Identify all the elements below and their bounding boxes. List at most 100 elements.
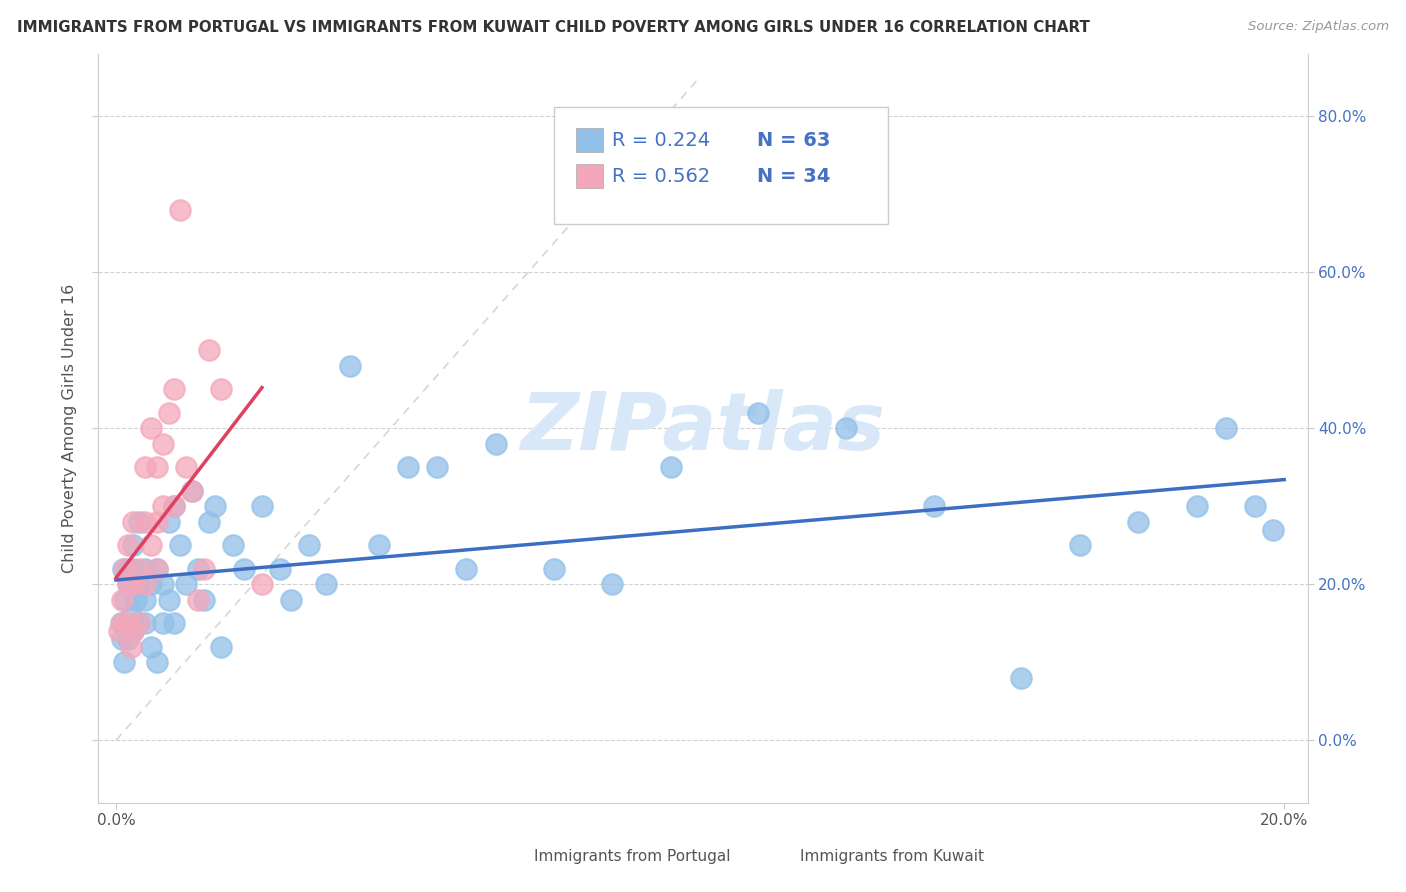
Point — [180, 483, 202, 498]
Point — [187, 592, 209, 607]
Text: N = 34: N = 34 — [758, 167, 831, 186]
Text: R = 0.224: R = 0.224 — [613, 131, 710, 150]
Point — [152, 577, 174, 591]
Point — [367, 538, 389, 552]
Point — [250, 500, 273, 514]
Point — [134, 562, 156, 576]
Point — [152, 500, 174, 514]
Point — [122, 624, 145, 639]
Point — [139, 538, 162, 552]
Point — [146, 515, 169, 529]
Point — [139, 421, 162, 435]
Point — [174, 577, 197, 591]
Point — [169, 538, 191, 552]
Text: R = 0.562: R = 0.562 — [613, 167, 710, 186]
Point — [125, 592, 148, 607]
Point — [111, 632, 134, 646]
Text: N = 63: N = 63 — [758, 131, 831, 150]
Point — [134, 616, 156, 631]
Point — [122, 624, 145, 639]
Point — [112, 655, 135, 669]
Point — [456, 562, 478, 576]
Point — [122, 538, 145, 552]
Point — [209, 382, 232, 396]
Point — [835, 421, 858, 435]
Point — [128, 616, 150, 631]
Point — [114, 592, 136, 607]
Point — [1261, 523, 1284, 537]
Point — [339, 359, 361, 373]
Point — [747, 405, 769, 420]
FancyBboxPatch shape — [576, 128, 603, 153]
Point — [163, 500, 186, 514]
Point — [1244, 500, 1267, 514]
Point — [117, 562, 139, 576]
Point — [152, 616, 174, 631]
Text: ZIPatlas: ZIPatlas — [520, 389, 886, 467]
Point — [146, 655, 169, 669]
FancyBboxPatch shape — [554, 107, 889, 225]
Point — [204, 500, 226, 514]
Point — [117, 577, 139, 591]
Point — [187, 562, 209, 576]
Text: Immigrants from Kuwait: Immigrants from Kuwait — [800, 849, 984, 864]
Text: Immigrants from Portugal: Immigrants from Portugal — [534, 849, 730, 864]
Point — [117, 632, 139, 646]
Point — [1010, 671, 1032, 685]
Point — [134, 577, 156, 591]
Point — [174, 460, 197, 475]
Point — [122, 515, 145, 529]
Point — [157, 515, 180, 529]
Point — [120, 640, 142, 654]
Point — [163, 500, 186, 514]
Point — [1069, 538, 1091, 552]
Point — [1128, 515, 1150, 529]
Point — [163, 616, 186, 631]
Point — [128, 616, 150, 631]
Point — [180, 483, 202, 498]
Text: IMMIGRANTS FROM PORTUGAL VS IMMIGRANTS FROM KUWAIT CHILD POVERTY AMONG GIRLS UND: IMMIGRANTS FROM PORTUGAL VS IMMIGRANTS F… — [17, 20, 1090, 35]
Point — [146, 562, 169, 576]
Point — [198, 515, 221, 529]
Y-axis label: Child Poverty Among Girls Under 16: Child Poverty Among Girls Under 16 — [62, 284, 77, 573]
Point — [426, 460, 449, 475]
Point — [396, 460, 419, 475]
Point — [108, 624, 131, 639]
Point — [1185, 500, 1208, 514]
Point — [117, 616, 139, 631]
Point — [128, 515, 150, 529]
Point — [134, 592, 156, 607]
Point — [315, 577, 337, 591]
Point — [250, 577, 273, 591]
Point — [163, 382, 186, 396]
Point — [602, 577, 624, 591]
Point — [139, 640, 162, 654]
Point — [128, 577, 150, 591]
Point — [111, 592, 134, 607]
Point — [193, 562, 215, 576]
Point — [543, 562, 565, 576]
Point — [157, 405, 180, 420]
Point — [122, 562, 145, 576]
Point — [233, 562, 256, 576]
Point — [120, 608, 142, 623]
Point — [198, 343, 221, 358]
Point — [485, 436, 508, 450]
Point — [193, 592, 215, 607]
Point — [146, 460, 169, 475]
Point — [117, 538, 139, 552]
Point — [209, 640, 232, 654]
Point — [110, 616, 132, 631]
Point — [152, 436, 174, 450]
Point — [169, 202, 191, 217]
Point — [659, 460, 682, 475]
Point — [111, 562, 134, 576]
Text: Source: ZipAtlas.com: Source: ZipAtlas.com — [1249, 20, 1389, 33]
Point — [114, 562, 136, 576]
Point — [222, 538, 245, 552]
Point — [922, 500, 945, 514]
Point — [157, 592, 180, 607]
Point — [122, 577, 145, 591]
Point — [134, 460, 156, 475]
Point — [134, 515, 156, 529]
